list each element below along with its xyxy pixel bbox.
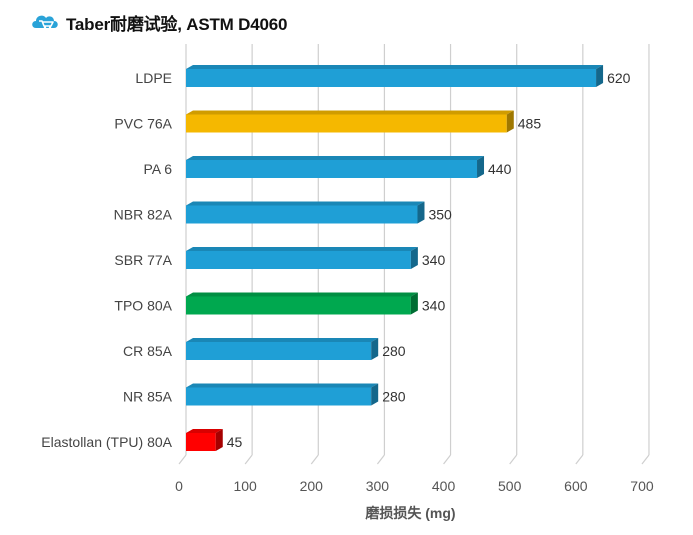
gridline-floor (178, 454, 187, 465)
bar (186, 114, 507, 133)
data-label: 280 (382, 343, 406, 359)
bar (186, 160, 478, 178)
bar-top (186, 338, 379, 342)
bars (186, 65, 604, 451)
bar (186, 387, 372, 406)
bar-end (371, 338, 379, 360)
x-tick-label: 700 (630, 478, 654, 494)
category-label: NR 85A (123, 389, 173, 405)
data-label: 440 (488, 161, 512, 177)
bar-top (186, 156, 485, 160)
x-axis-title: 磨损损失 (mg) (365, 505, 455, 521)
bar-end (506, 110, 514, 133)
bar-end (371, 383, 379, 406)
gridline-floor (244, 454, 253, 465)
category-label: TPO 80A (114, 298, 172, 314)
bar-top (186, 292, 418, 297)
data-label: 340 (422, 252, 446, 268)
data-labels: 620 485 440 350 340 340 280 280 45 (227, 70, 631, 450)
bar-top (186, 110, 514, 115)
bar-top (186, 247, 418, 251)
chart-header: Taber耐磨试验, ASTM D4060 (30, 8, 287, 36)
x-tick-label: 600 (564, 478, 588, 494)
bar-end (417, 201, 425, 224)
cloud-cart-logo-icon (32, 15, 58, 29)
bar-end (215, 429, 223, 451)
bar (186, 205, 418, 224)
data-label: 620 (607, 70, 631, 86)
bar-end (410, 247, 418, 269)
gridline-floor (641, 454, 650, 465)
gridline-floor (509, 454, 518, 465)
gridline-floor (443, 454, 452, 465)
data-label: 485 (518, 116, 542, 132)
bar (186, 69, 597, 87)
bar-end (410, 292, 418, 315)
x-tick-labels: 0 100 200 300 400 500 600 700 (175, 478, 654, 494)
category-label: Elastollan (TPU) 80A (41, 434, 172, 450)
category-label: PVC 76A (114, 116, 172, 132)
x-tick-label: 0 (175, 478, 183, 494)
bar (186, 296, 411, 315)
category-label: PA 6 (143, 161, 172, 177)
chart-title: Taber耐磨试验, ASTM D4060 (66, 14, 288, 34)
category-label: CR 85A (123, 343, 173, 359)
bar (186, 251, 411, 269)
bar (186, 433, 216, 451)
category-label: NBR 82A (114, 207, 173, 223)
gridline-floor (376, 454, 385, 465)
x-tick-label: 300 (366, 478, 390, 494)
bar-top (186, 65, 604, 69)
bar-top (186, 201, 425, 206)
data-label: 280 (382, 389, 406, 405)
bar-top (186, 383, 379, 388)
bar (186, 342, 372, 360)
category-label: SBR 77A (114, 252, 172, 268)
x-tick-label: 100 (233, 478, 257, 494)
gridline-floor (310, 454, 319, 465)
category-label: LDPE (135, 70, 172, 86)
bar-end (477, 156, 485, 178)
data-label: 45 (227, 434, 243, 450)
bar-top (186, 429, 223, 433)
category-labels: LDPE PVC 76A PA 6 NBR 82A SBR 77A TPO 80A CR 8… (41, 70, 172, 450)
gridline-floor (575, 454, 584, 465)
x-tick-label: 200 (300, 478, 324, 494)
x-tick-label: 400 (432, 478, 456, 494)
data-label: 340 (422, 298, 446, 314)
bar-end (596, 65, 604, 87)
x-tick-label: 500 (498, 478, 522, 494)
data-label: 350 (428, 207, 452, 223)
